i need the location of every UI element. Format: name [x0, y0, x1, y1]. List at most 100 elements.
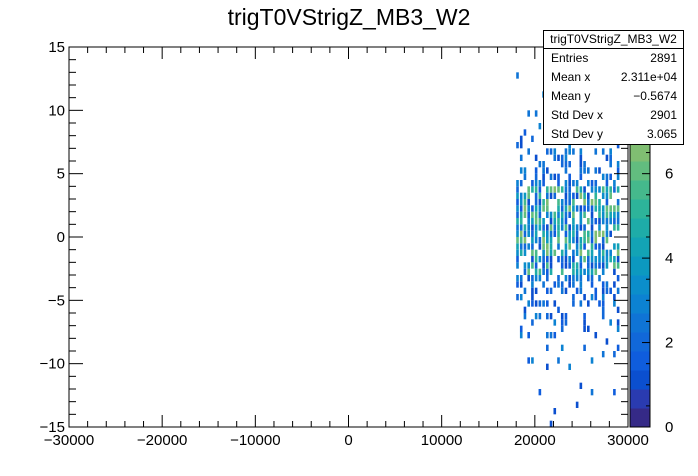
heatmap-cell	[557, 154, 560, 161]
heatmap-cell	[594, 237, 598, 244]
heatmap-cell	[549, 243, 553, 250]
heatmap-cell	[549, 211, 553, 218]
heatmap-cell	[616, 224, 620, 231]
heatmap-cell	[590, 268, 594, 275]
heatmap-cell	[549, 148, 553, 155]
heatmap-cell	[553, 281, 557, 288]
heatmap-cell	[516, 199, 519, 206]
heatmap-cell	[523, 313, 527, 320]
heatmap-cell	[553, 211, 557, 218]
heatmap-cell	[568, 186, 571, 193]
heatmap-cell	[546, 186, 549, 193]
heatmap-cell	[519, 211, 523, 218]
heatmap-cell	[542, 230, 545, 237]
heatmap-cell	[575, 205, 579, 212]
heatmap-cell	[583, 243, 586, 250]
heatmap-cell	[542, 167, 545, 174]
stats-label: Mean x	[551, 70, 591, 84]
heatmap-cell	[523, 211, 527, 218]
heatmap-cell	[583, 325, 586, 332]
stats-value: 3.065	[646, 127, 677, 141]
heatmap-cell	[560, 262, 564, 269]
heatmap-cell	[516, 275, 519, 282]
heatmap-cell	[564, 237, 568, 244]
heatmap-cell	[538, 123, 542, 130]
heatmap-cell	[587, 300, 590, 307]
heatmap-cell	[594, 192, 598, 199]
heatmap-cell	[557, 199, 560, 206]
heatmap-cell	[605, 218, 609, 225]
y-tick-label: 10	[48, 102, 65, 119]
heatmap-cell	[564, 218, 568, 225]
heatmap-cell	[609, 173, 612, 180]
heatmap-cell	[598, 262, 601, 269]
heatmap-cell	[557, 205, 560, 212]
heatmap-cell	[557, 211, 560, 218]
heatmap-cell	[519, 218, 523, 225]
heatmap-cell	[601, 205, 605, 212]
heatmap-cell	[527, 110, 530, 117]
heatmap-cell	[549, 313, 553, 320]
heatmap-cell	[542, 249, 545, 256]
y-tick-label: 15	[48, 39, 65, 56]
palette-band	[630, 256, 650, 276]
heatmap-cell	[579, 186, 583, 193]
heatmap-cell	[519, 294, 523, 301]
heatmap-cell	[605, 281, 609, 288]
heatmap-cell	[546, 300, 549, 307]
heatmap-cell	[538, 224, 542, 231]
heatmap-cell	[601, 243, 605, 250]
heatmap-cell	[538, 243, 542, 250]
heatmap-cell	[575, 230, 579, 237]
heatmap-cell	[546, 148, 549, 155]
heatmap-cell	[579, 268, 583, 275]
heatmap-cell	[560, 211, 564, 218]
heatmap-cell	[527, 192, 530, 199]
heatmap-cell	[534, 275, 538, 282]
heatmap-cell	[519, 199, 523, 206]
heatmap-cell	[546, 262, 549, 269]
heatmap-cell	[553, 224, 557, 231]
heatmap-cell	[531, 218, 534, 225]
heatmap-cell	[575, 268, 579, 275]
heatmap-cell	[523, 167, 527, 174]
palette-band	[630, 161, 650, 181]
heatmap-cell	[564, 313, 568, 320]
heatmap-cell	[560, 325, 564, 332]
heatmap-cell	[549, 256, 553, 263]
heatmap-cell	[531, 243, 534, 250]
heatmap-cell	[594, 205, 598, 212]
heatmap-cell	[579, 224, 583, 231]
heatmap-cell	[583, 256, 586, 263]
heatmap-cell	[568, 224, 571, 231]
x-tick-label: 30000	[607, 432, 649, 449]
heatmap-cell	[523, 199, 527, 206]
heatmap-cell	[579, 249, 583, 256]
heatmap-cell	[534, 154, 538, 161]
heatmap-cell	[587, 249, 590, 256]
heatmap-cell	[609, 154, 612, 161]
z-tick-label: 4	[665, 250, 673, 267]
heatmap-cell	[516, 192, 519, 199]
heatmap-cell	[590, 249, 594, 256]
heatmap-cell	[601, 192, 605, 199]
heatmap-cell	[516, 256, 519, 263]
heatmap-cell	[594, 287, 598, 294]
heatmap-cell	[564, 192, 568, 199]
heatmap-cell	[523, 268, 527, 275]
heatmap-cell	[538, 313, 542, 320]
heatmap-cell	[590, 218, 594, 225]
heatmap-cell	[613, 351, 616, 358]
x-tick-label: −30000	[44, 432, 94, 449]
heatmap-cell	[590, 224, 594, 231]
heatmap-cell	[583, 313, 586, 320]
heatmap-cell	[568, 180, 571, 187]
heatmap-cell	[527, 357, 530, 364]
heatmap-cell	[538, 186, 542, 193]
heatmap-cell	[519, 154, 523, 161]
heatmap-cell	[531, 205, 534, 212]
heatmap-cell	[587, 262, 590, 269]
heatmap-cell	[613, 243, 616, 250]
heatmap-cell	[519, 192, 523, 199]
heatmap-cell	[531, 135, 534, 142]
